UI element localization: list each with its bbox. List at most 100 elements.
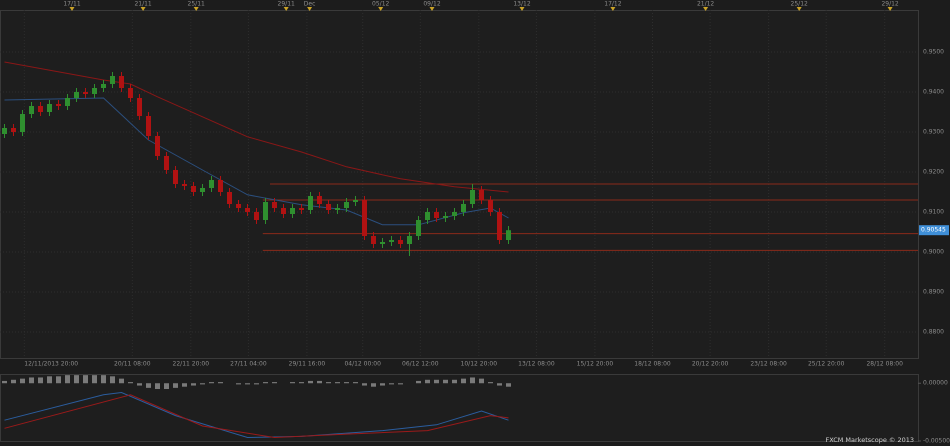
histogram-bar [200, 383, 205, 385]
x-tick-label: 28/12 08:00 [866, 361, 903, 368]
candle-body [173, 170, 178, 184]
top-tick-label: 21/12 [697, 1, 714, 8]
histogram-bar [101, 375, 106, 384]
top-tick-label: 25/11 [188, 1, 205, 8]
candle-body [236, 204, 241, 208]
top-tick-label: 05/12 [372, 1, 389, 8]
candle-body [326, 204, 331, 210]
candle-body [227, 192, 232, 204]
x-tick-label: 18/12 08:00 [634, 361, 671, 368]
candle-body [344, 202, 349, 208]
histogram-bar [389, 383, 394, 385]
candle-body [119, 76, 124, 88]
top-tick-label: 29/12 [881, 1, 898, 8]
candle-body [443, 216, 448, 218]
candle-body [29, 106, 34, 114]
histogram-bar [38, 377, 43, 384]
histogram-bar [272, 382, 277, 384]
candle-body [353, 200, 358, 202]
macd-panel [0, 374, 919, 442]
histogram-bar [506, 383, 511, 387]
histogram-bar [263, 382, 268, 384]
histogram-bar [461, 378, 466, 384]
x-tick-label: 20/12 20:00 [692, 361, 729, 368]
histogram-bar [191, 383, 196, 386]
candle-body [245, 208, 250, 212]
top-tick-marker [887, 7, 893, 11]
candle-body [335, 208, 340, 210]
candle-body [128, 88, 133, 98]
candle-body [506, 230, 511, 240]
x-tick-label: 23/12 08:00 [750, 361, 787, 368]
candle-body [209, 180, 214, 188]
candle-body [380, 242, 385, 244]
histogram-bar [416, 380, 421, 384]
histogram-bar [47, 376, 52, 384]
histogram-bar [65, 375, 70, 384]
top-tick-label: 25/12 [791, 1, 808, 8]
candle-body [146, 116, 151, 136]
candle-body [200, 188, 205, 192]
top-tick-label: Dec [304, 1, 316, 8]
histogram-bar [128, 382, 133, 384]
histogram-bar [218, 382, 223, 384]
top-tick-label: 17/11 [63, 1, 80, 8]
y-tick-label: 0.9000 [923, 249, 944, 256]
histogram-bar [380, 383, 385, 386]
candle-body [92, 88, 97, 94]
indicator-line [4, 391, 509, 439]
candle-body [272, 202, 277, 208]
histogram-bar [434, 379, 439, 384]
candle-body [101, 84, 106, 88]
candle-body [191, 186, 196, 192]
histogram-bar [155, 383, 160, 390]
histogram-bar [362, 383, 367, 386]
candle-body [497, 212, 502, 240]
histogram-bar [137, 383, 142, 386]
x-tick-label: 25/12 20:00 [808, 361, 845, 368]
candle-body [281, 208, 286, 214]
candle-body [434, 212, 439, 218]
histogram-bar [290, 382, 295, 384]
candle-body [20, 114, 25, 132]
candle-body [479, 190, 484, 200]
y-tick-label: 0.9400 [923, 89, 944, 96]
candle-body [164, 156, 169, 170]
top-tick-label: 13/12 [513, 1, 530, 8]
histogram-bar [2, 380, 7, 384]
x-tick-label: 22/11 20:00 [173, 361, 210, 368]
candle-body [38, 106, 43, 112]
histogram-bar [317, 380, 322, 384]
candle-body [290, 208, 295, 214]
footer: FXCM Marketscope © 2013 [825, 436, 914, 444]
x-tick-label: 15/12 20:00 [577, 361, 614, 368]
candle-body [110, 76, 115, 84]
histogram-bar [83, 375, 88, 384]
candle-body [488, 200, 493, 212]
candle-body [254, 212, 259, 220]
histogram-bar [398, 383, 403, 385]
candle-body [425, 212, 430, 220]
histogram-bar [110, 376, 115, 384]
histogram-bar [29, 377, 34, 384]
candle-body [83, 92, 88, 94]
top-tick-marker [610, 7, 616, 11]
y-tick-label: 0.8800 [923, 329, 944, 336]
x-tick-label: 04/12 00:00 [344, 361, 381, 368]
histogram-bar [146, 383, 151, 388]
top-tick-marker [283, 7, 289, 11]
candle-body [137, 98, 142, 116]
y-tick-label: -0.00500 [923, 438, 950, 445]
candle-body [11, 128, 16, 132]
top-tick-marker [796, 7, 802, 11]
top-tick-marker [703, 7, 709, 11]
histogram-bar [245, 383, 250, 385]
x-tick-label: 27/11 04:00 [230, 361, 267, 368]
histogram-bar [353, 382, 358, 384]
histogram-bar [443, 379, 448, 384]
x-tick-label: 06/12 12:00 [402, 361, 439, 368]
top-tick-marker [307, 7, 313, 11]
histogram-bar [173, 383, 178, 388]
histogram-bar [92, 375, 97, 384]
